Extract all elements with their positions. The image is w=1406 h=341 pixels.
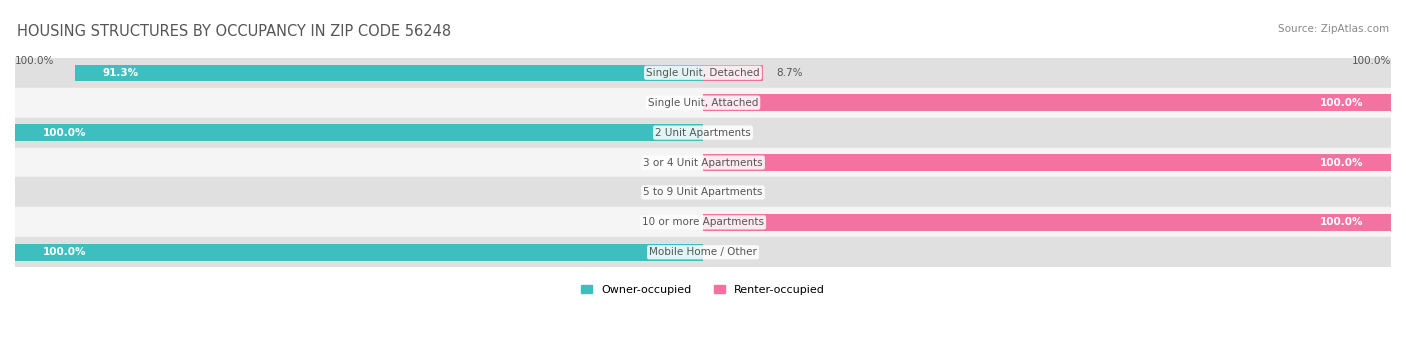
Text: 100.0%: 100.0% (1320, 158, 1364, 167)
Text: HOUSING STRUCTURES BY OCCUPANCY IN ZIP CODE 56248: HOUSING STRUCTURES BY OCCUPANCY IN ZIP C… (17, 24, 451, 39)
Text: Mobile Home / Other: Mobile Home / Other (650, 247, 756, 257)
Text: 91.3%: 91.3% (103, 68, 139, 78)
Text: 10 or more Apartments: 10 or more Apartments (643, 217, 763, 227)
Text: Single Unit, Attached: Single Unit, Attached (648, 98, 758, 108)
Bar (15, 244, 703, 261)
Bar (15, 237, 1391, 267)
Text: 100.0%: 100.0% (42, 247, 86, 257)
Text: 100.0%: 100.0% (1351, 56, 1391, 66)
Bar (15, 148, 1391, 177)
Bar (75, 64, 703, 81)
Text: 100.0%: 100.0% (42, 128, 86, 138)
Text: 100.0%: 100.0% (1320, 98, 1364, 108)
Bar (703, 214, 1391, 231)
Text: 8.7%: 8.7% (776, 68, 803, 78)
Text: 2 Unit Apartments: 2 Unit Apartments (655, 128, 751, 138)
Text: 5 to 9 Unit Apartments: 5 to 9 Unit Apartments (644, 188, 762, 197)
Bar (15, 118, 1391, 148)
Bar (15, 177, 1391, 207)
Text: Single Unit, Detached: Single Unit, Detached (647, 68, 759, 78)
Text: 100.0%: 100.0% (1320, 217, 1364, 227)
Text: 100.0%: 100.0% (15, 56, 55, 66)
Text: Source: ZipAtlas.com: Source: ZipAtlas.com (1278, 24, 1389, 34)
Bar (15, 207, 1391, 237)
Bar (703, 94, 1391, 111)
Bar (15, 88, 1391, 118)
Text: 3 or 4 Unit Apartments: 3 or 4 Unit Apartments (643, 158, 763, 167)
Legend: Owner-occupied, Renter-occupied: Owner-occupied, Renter-occupied (576, 280, 830, 299)
Bar (15, 58, 1391, 88)
Bar (703, 64, 763, 81)
Bar (15, 124, 703, 141)
Bar (703, 154, 1391, 171)
